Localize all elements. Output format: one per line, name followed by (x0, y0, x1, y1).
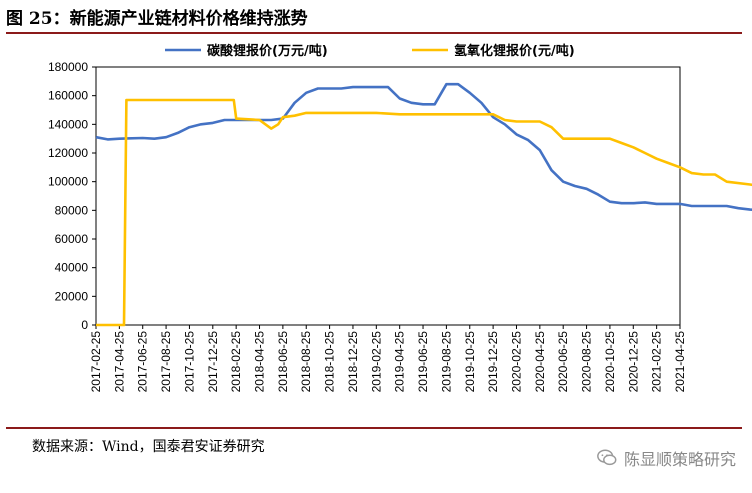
x-tick-label: 2020-06-25 (556, 331, 570, 393)
x-tick-label: 2019-10-25 (463, 331, 477, 393)
y-tick-label: 40000 (55, 261, 89, 275)
y-tick-label: 60000 (55, 232, 89, 246)
watermark-text: 陈显顺策略研究 (623, 450, 736, 469)
x-tick-label: 2018-10-25 (323, 331, 337, 393)
x-tick-label: 2018-12-25 (346, 331, 360, 393)
y-tick-label: 160000 (48, 89, 88, 103)
wechat-icon (597, 449, 617, 466)
y-tick-label: 20000 (55, 289, 89, 303)
x-tick-label: 2020-02-25 (509, 331, 523, 393)
y-tick-label: 140000 (48, 117, 88, 131)
legend-label-2: 氢氧化锂报价(元/吨) (454, 43, 575, 59)
y-tick-label: 100000 (48, 175, 88, 189)
x-tick-label: 2020-04-25 (533, 331, 547, 393)
x-tick-label: 2018-02-25 (229, 331, 243, 393)
figure-title: 图 25：新能源产业链材料价格维持涨势 (6, 9, 308, 29)
x-tick-label: 2017-10-25 (182, 331, 196, 393)
series-line-2 (96, 98, 752, 327)
x-tick-label: 2017-04-25 (112, 331, 126, 393)
x-tick-label: 2018-04-25 (253, 331, 267, 393)
y-tick-label: 120000 (48, 146, 88, 160)
x-tick-label: 2017-02-25 (89, 331, 103, 393)
x-tick-label: 2017-06-25 (136, 331, 150, 393)
chart-series (95, 82, 752, 327)
x-tick-label: 2017-08-25 (159, 331, 173, 393)
y-tick-label: 180000 (48, 60, 88, 74)
x-tick-label: 2019-12-25 (486, 331, 500, 393)
source-note: 数据来源：Wind，国泰君安证券研究 (32, 439, 265, 455)
series-line-1 (95, 82, 752, 211)
x-tick-label: 2020-10-25 (603, 331, 617, 393)
x-tick-label: 2020-12-25 (626, 331, 640, 393)
title-rule (6, 32, 742, 34)
x-tick-label: 2021-04-25 (673, 331, 687, 393)
x-tick-label: 2018-08-25 (299, 331, 313, 393)
legend-label-1: 碳酸锂报价(万元/吨) (207, 43, 328, 59)
x-tick-label: 2020-08-25 (580, 331, 594, 393)
x-tick-label: 2018-06-25 (276, 331, 290, 393)
x-tick-label: 2019-08-25 (439, 331, 453, 393)
y-tick-label: 0 (81, 318, 88, 332)
footer-rule (6, 427, 742, 429)
line-chart: 0 20000 40000 60000 80000 100000 120000 140000 1… (48, 43, 752, 392)
chart-axes: 0 20000 40000 60000 80000 100000 120000 140000 1… (48, 60, 687, 392)
x-tick-label: 2019-02-25 (369, 331, 383, 393)
x-tick-label: 2017-12-25 (206, 331, 220, 393)
watermark: 陈显顺策略研究 (596, 446, 736, 470)
y-tick-label: 80000 (55, 203, 89, 217)
x-tick-label: 2019-06-25 (416, 331, 430, 393)
chart-legend: 碳酸锂报价(万元/吨) 氢氧化锂报价(元/吨) (165, 43, 575, 59)
x-tick-label: 2021-02-25 (650, 331, 664, 393)
x-tick-label: 2019-04-25 (393, 331, 407, 393)
plot-frame (95, 66, 681, 326)
